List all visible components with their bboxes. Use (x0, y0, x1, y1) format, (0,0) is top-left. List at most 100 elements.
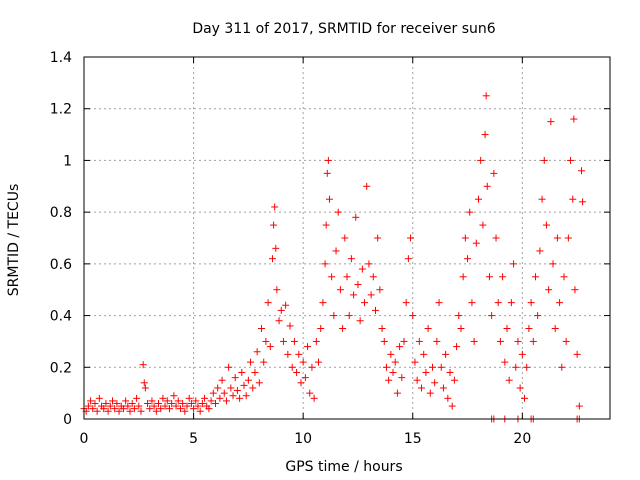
data-point (238, 368, 246, 376)
data-point (277, 306, 285, 314)
data-point (542, 221, 550, 229)
data-point (271, 203, 279, 211)
data-point (165, 405, 173, 413)
data-point (108, 397, 116, 405)
data-point (435, 299, 443, 307)
data-point (470, 337, 478, 345)
data-point (431, 379, 439, 387)
data-point (260, 358, 268, 366)
data-point (322, 221, 330, 229)
data-point (398, 374, 406, 382)
data-point (547, 118, 555, 126)
data-point (334, 208, 342, 216)
data-point (437, 363, 445, 371)
data-point (518, 350, 526, 358)
data-point (553, 234, 561, 242)
data-point (363, 182, 371, 190)
data-point (545, 286, 553, 294)
data-point (578, 167, 586, 175)
data-point (111, 405, 119, 413)
data-point (152, 407, 160, 415)
data-point (168, 399, 176, 407)
data-point (229, 392, 237, 400)
data-point (556, 299, 564, 307)
data-point (562, 337, 570, 345)
data-point (569, 195, 577, 203)
data-point (343, 273, 351, 281)
data-point (157, 405, 165, 413)
data-point (365, 260, 373, 268)
data-point (507, 299, 515, 307)
data-point (133, 394, 141, 402)
data-point (198, 399, 206, 407)
data-point (251, 368, 259, 376)
data-point (185, 394, 193, 402)
data-point (534, 312, 542, 320)
data-point (113, 399, 121, 407)
data-point (279, 337, 287, 345)
data-point (172, 402, 180, 410)
data-point (350, 291, 358, 299)
data-point (126, 407, 134, 415)
data-point (382, 363, 390, 371)
data-point (240, 381, 248, 389)
data-point (409, 312, 417, 320)
data-point (319, 299, 327, 307)
data-point (501, 358, 509, 366)
data-point (413, 376, 421, 384)
data-point (527, 299, 535, 307)
data-point (181, 407, 189, 415)
y-tick-label: 0.4 (50, 309, 72, 325)
data-point (492, 234, 500, 242)
data-point (439, 384, 447, 392)
data-point (422, 368, 430, 376)
data-point (148, 397, 156, 405)
data-point (201, 394, 209, 402)
y-axis-label: SRMTID / TECUs (6, 184, 22, 297)
data-point (393, 389, 401, 397)
data-point (115, 407, 123, 415)
data-point (106, 402, 114, 410)
data-point (483, 182, 491, 190)
data-point (104, 407, 112, 415)
data-point (369, 273, 377, 281)
data-point (163, 397, 171, 405)
data-point (323, 169, 331, 177)
data-point (262, 337, 270, 345)
data-point (510, 260, 518, 268)
data-point (95, 394, 103, 402)
data-point (521, 394, 529, 402)
data-point (324, 156, 332, 164)
data-point (135, 402, 143, 410)
data-point (453, 343, 461, 351)
data-point (374, 234, 382, 242)
data-point (579, 198, 587, 206)
data-point (538, 195, 546, 203)
data-point (420, 350, 428, 358)
data-point (404, 255, 412, 263)
data-point (282, 301, 290, 309)
data-point (512, 363, 520, 371)
data-point (475, 195, 482, 203)
data-point (482, 92, 490, 100)
data-point (411, 358, 419, 366)
data-point (516, 384, 524, 392)
data-point (128, 399, 136, 407)
data-point (505, 376, 513, 384)
plot-frame (83, 56, 611, 420)
data-point (87, 397, 95, 405)
data-point (216, 394, 224, 402)
data-point (418, 384, 426, 392)
data-point (396, 343, 404, 351)
data-point (560, 273, 568, 281)
data-point (339, 325, 347, 332)
data-point (312, 337, 320, 345)
data-point (514, 337, 522, 345)
data-point (266, 343, 274, 351)
y-tick-label: 0 (63, 412, 72, 428)
data-point (222, 397, 230, 405)
data-point (564, 234, 572, 242)
data-point (236, 394, 244, 402)
data-point (321, 260, 329, 268)
data-point (308, 363, 316, 371)
